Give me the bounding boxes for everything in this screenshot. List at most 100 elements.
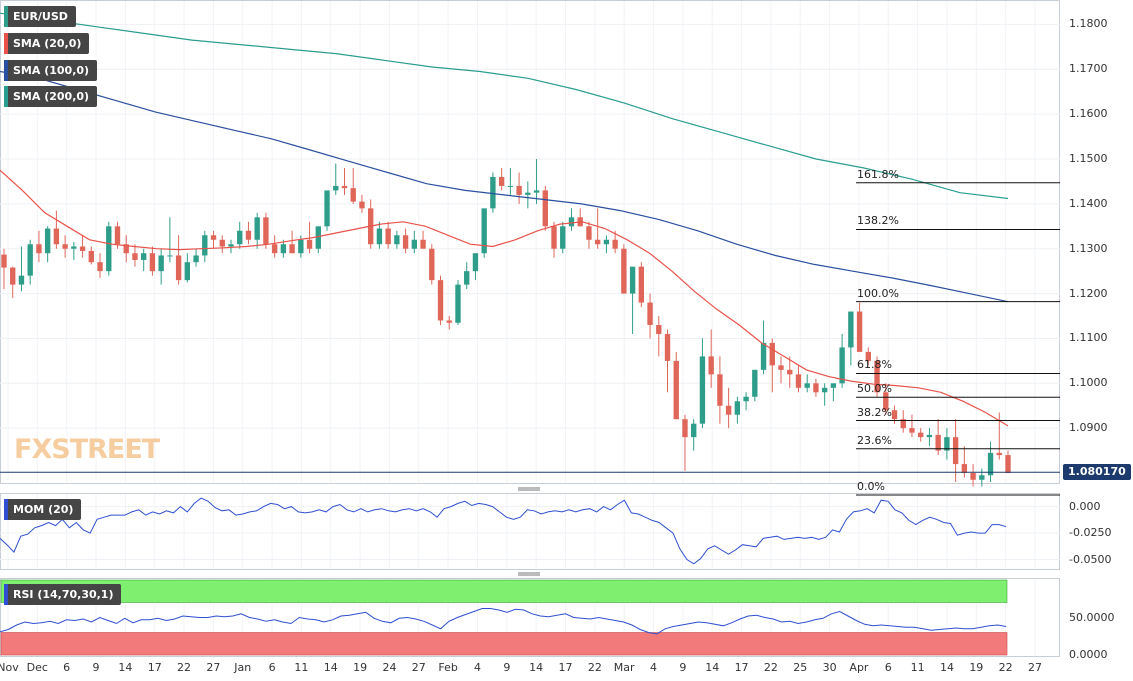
candle-body [821, 387, 828, 393]
candle-body [280, 244, 287, 254]
candle-body [760, 342, 767, 370]
candle-body [333, 185, 339, 191]
price-axis-label: 1.1000 [1069, 376, 1108, 390]
candle-body [734, 401, 741, 415]
candle-body [699, 356, 706, 424]
candle-body [568, 217, 575, 227]
candle-body [202, 235, 208, 256]
legend-sma100[interactable]: SMA (100,0) [4, 60, 98, 81]
rsi-axis-label: 50.0000 [1069, 610, 1115, 624]
legend-sma20-label: SMA (20,0) [13, 37, 82, 50]
candle-body [44, 228, 51, 254]
candle-body [62, 244, 68, 249]
rsi-line [0, 608, 1007, 635]
date-axis-label: 22 [177, 661, 192, 674]
candle-body [228, 244, 234, 247]
candle-body [900, 419, 906, 429]
candle-body [402, 235, 409, 249]
mom-line [0, 497, 1007, 565]
candle-body [874, 360, 880, 393]
candle-body [71, 246, 77, 249]
mom-panel-frame [0, 493, 1060, 570]
candle-body [682, 419, 688, 438]
sma100-line [0, 70, 1009, 303]
date-axis-label: 14 [939, 661, 954, 674]
candle-body [10, 267, 16, 285]
candle-body [254, 217, 260, 240]
candle-body [219, 239, 225, 247]
legend-mom[interactable]: MOM (20) [4, 499, 82, 520]
candle-body [490, 176, 496, 209]
date-axis-label: 17 [147, 661, 162, 674]
candle-body [525, 192, 531, 195]
date-axis-label: 4 [473, 661, 481, 674]
candle-body [638, 266, 645, 303]
legend-symbol[interactable]: EUR/USD [4, 6, 76, 27]
candle-body [856, 311, 863, 352]
rsi-oversold-zone [0, 632, 1008, 656]
candle-body [778, 365, 784, 370]
fib-level-label: 50.0% [857, 382, 892, 396]
candle-body [629, 266, 636, 294]
candle-body [464, 271, 470, 285]
candle-body [175, 255, 182, 281]
candle-body [516, 185, 522, 195]
candle-body [437, 280, 444, 321]
fib-level-label: 0.0% [857, 480, 885, 493]
candle-body [621, 248, 627, 294]
candle-body [210, 235, 217, 240]
candle-body [184, 262, 191, 281]
date-axis-label: Nov [0, 661, 19, 674]
main-panel-frame [0, 0, 1060, 484]
candle-body [979, 475, 985, 480]
mom-axis-label: -0.0250 [1069, 526, 1112, 540]
candle-body [158, 255, 164, 272]
candle-body [289, 244, 295, 254]
price-axis-label: 1.0900 [1069, 421, 1108, 435]
fib-level-label: 100.0% [857, 286, 899, 300]
candle-body [603, 239, 610, 245]
logo-street: STREET [51, 434, 160, 465]
candle-body [429, 248, 435, 281]
candle-body [708, 356, 714, 375]
candle-body [533, 190, 540, 193]
date-axis-label: 14 [529, 661, 544, 674]
candle-body [167, 255, 173, 257]
candle-body [970, 473, 976, 480]
candle-body [664, 333, 671, 361]
date-axis-label: 14 [705, 661, 720, 674]
candle-body [795, 374, 802, 388]
date-axis-label: 6 [884, 661, 892, 674]
candle-body [926, 434, 933, 438]
candle-body [446, 320, 452, 323]
date-axis-label: 14 [118, 661, 133, 674]
legend-rsi[interactable]: RSI (14,70,30,1) [4, 584, 122, 605]
candle-body [394, 235, 400, 245]
legend-rsi-label: RSI (14,70,30,1) [13, 588, 114, 601]
candle-body [306, 239, 313, 249]
candle-body [324, 190, 330, 227]
candle-body [481, 208, 487, 254]
legend-sma200[interactable]: SMA (200,0) [4, 86, 98, 107]
rsi-axis-label: 0.0000 [1069, 648, 1108, 661]
candle-body [594, 239, 601, 245]
date-axis-label: 22 [587, 661, 602, 674]
candle-body [560, 226, 566, 249]
fib-level-label: 23.6% [857, 433, 892, 447]
candle-body [245, 230, 252, 240]
price-axis-label: 1.1700 [1069, 62, 1108, 76]
mom-axis-label: -0.0500 [1069, 552, 1112, 566]
date-axis-label: 14 [323, 661, 338, 674]
legend-sma20[interactable]: SMA (20,0) [4, 33, 90, 54]
candle-body [647, 302, 653, 325]
fib-level-label: 161.8% [857, 167, 899, 181]
legend-symbol-label: EUR/USD [13, 10, 68, 23]
rsi-panel-frame [0, 578, 1060, 657]
candle-body [193, 255, 199, 263]
candle-body [507, 185, 514, 187]
price-axis-label: 1.1300 [1069, 241, 1108, 255]
candle-body [420, 239, 426, 249]
candle-body [27, 244, 33, 276]
